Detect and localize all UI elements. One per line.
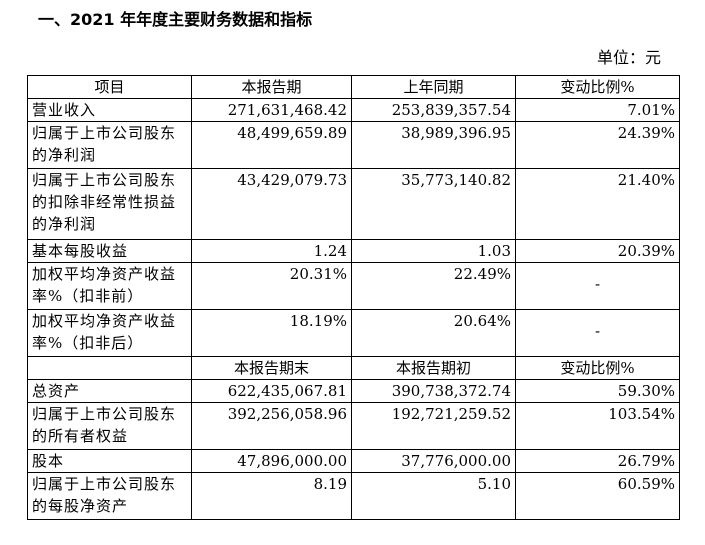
change-value: 20.39% (515, 239, 680, 263)
prior-value: 22.49% (351, 262, 516, 310)
row-label: 股本 (27, 449, 192, 473)
prior-value: 35,773,140.82 (351, 168, 516, 240)
financial-data-table: 项目 本报告期 上年同期 变动比例% 营业收入 271,631,468.42 2… (27, 75, 680, 520)
change-value-cell: - (515, 262, 680, 310)
prior-value: 390,738,372.74 (351, 379, 516, 403)
change-value: 26.79% (515, 449, 680, 473)
table-row: 归属于上市公司股东的所有者权益 392,256,058.96 192,721,2… (27, 402, 680, 450)
prior-value: 37,776,000.00 (351, 449, 516, 473)
section-heading: 一、2021 年年度主要财务数据和指标 (38, 10, 313, 29)
table-row: 股本 47,896,000.00 37,776,000.00 26.79% (27, 449, 680, 473)
current-value: 18.19% (191, 309, 352, 357)
current-value: 20.31% (191, 262, 352, 310)
table-row: 归属于上市公司股东的每股净资产 8.19 5.10 60.59% (27, 472, 680, 520)
row-label: 归属于上市公司股东的净利润 (27, 121, 192, 169)
prior-value: 253,839,357.54 (351, 98, 516, 122)
change-value: - (594, 322, 601, 340)
change-value: 60.59% (515, 472, 680, 520)
row-label: 加权平均净资产收益率%（扣非前） (27, 262, 192, 310)
prior-value: 20.64% (351, 309, 516, 357)
row-label: 基本每股收益 (27, 239, 192, 263)
row-label: 归属于上市公司股东的所有者权益 (27, 402, 192, 450)
change-value: 103.54% (515, 402, 680, 450)
row-label: 营业收入 (27, 98, 192, 122)
table-row: 归属于上市公司股东的净利润 48,499,659.89 38,989,396.9… (27, 121, 680, 169)
header-cell-prior-period: 上年同期 (351, 75, 516, 99)
table-row: 基本每股收益 1.24 1.03 20.39% (27, 239, 680, 263)
current-value: 392,256,058.96 (191, 402, 352, 450)
table-row: 归属于上市公司股东的扣除非经常性损益的净利润 43,429,079.73 35,… (27, 168, 680, 240)
header-cell-period-start: 本报告期初 (351, 356, 516, 380)
header-cell-change: 变动比例% (515, 75, 680, 99)
change-value: 7.01% (515, 98, 680, 122)
header-cell-item (27, 356, 192, 380)
header-cell-period-end: 本报告期末 (191, 356, 352, 380)
row-label: 总资产 (27, 379, 192, 403)
header-cell-current-period: 本报告期 (191, 75, 352, 99)
change-value: - (594, 275, 601, 293)
prior-value: 5.10 (351, 472, 516, 520)
current-value: 8.19 (191, 472, 352, 520)
header-cell-change: 变动比例% (515, 356, 680, 380)
current-value: 43,429,079.73 (191, 168, 352, 240)
table-row: 总资产 622,435,067.81 390,738,372.74 59.30% (27, 379, 680, 403)
table-row: 加权平均净资产收益率%（扣非前） 20.31% 22.49% - (27, 262, 680, 310)
current-value: 271,631,468.42 (191, 98, 352, 122)
table-row: 营业收入 271,631,468.42 253,839,357.54 7.01% (27, 98, 680, 122)
current-value: 1.24 (191, 239, 352, 263)
row-label: 归属于上市公司股东的每股净资产 (27, 472, 192, 520)
row-label: 归属于上市公司股东的扣除非经常性损益的净利润 (27, 168, 192, 240)
table-row: 加权平均净资产收益率%（扣非后） 18.19% 20.64% - (27, 309, 680, 357)
change-value: 59.30% (515, 379, 680, 403)
table-header-row: 项目 本报告期 上年同期 变动比例% (27, 75, 680, 99)
change-value-cell: - (515, 309, 680, 357)
prior-value: 192,721,259.52 (351, 402, 516, 450)
change-value: 24.39% (515, 121, 680, 169)
current-value: 48,499,659.89 (191, 121, 352, 169)
prior-value: 38,989,396.95 (351, 121, 516, 169)
header-cell-item: 项目 (27, 75, 192, 99)
row-label: 加权平均净资产收益率%（扣非后） (27, 309, 192, 357)
change-value: 21.40% (515, 168, 680, 240)
current-value: 47,896,000.00 (191, 449, 352, 473)
prior-value: 1.03 (351, 239, 516, 263)
current-value: 622,435,067.81 (191, 379, 352, 403)
unit-label: 单位：元 (596, 48, 661, 67)
table-subheader-row: 本报告期末 本报告期初 变动比例% (27, 356, 680, 380)
